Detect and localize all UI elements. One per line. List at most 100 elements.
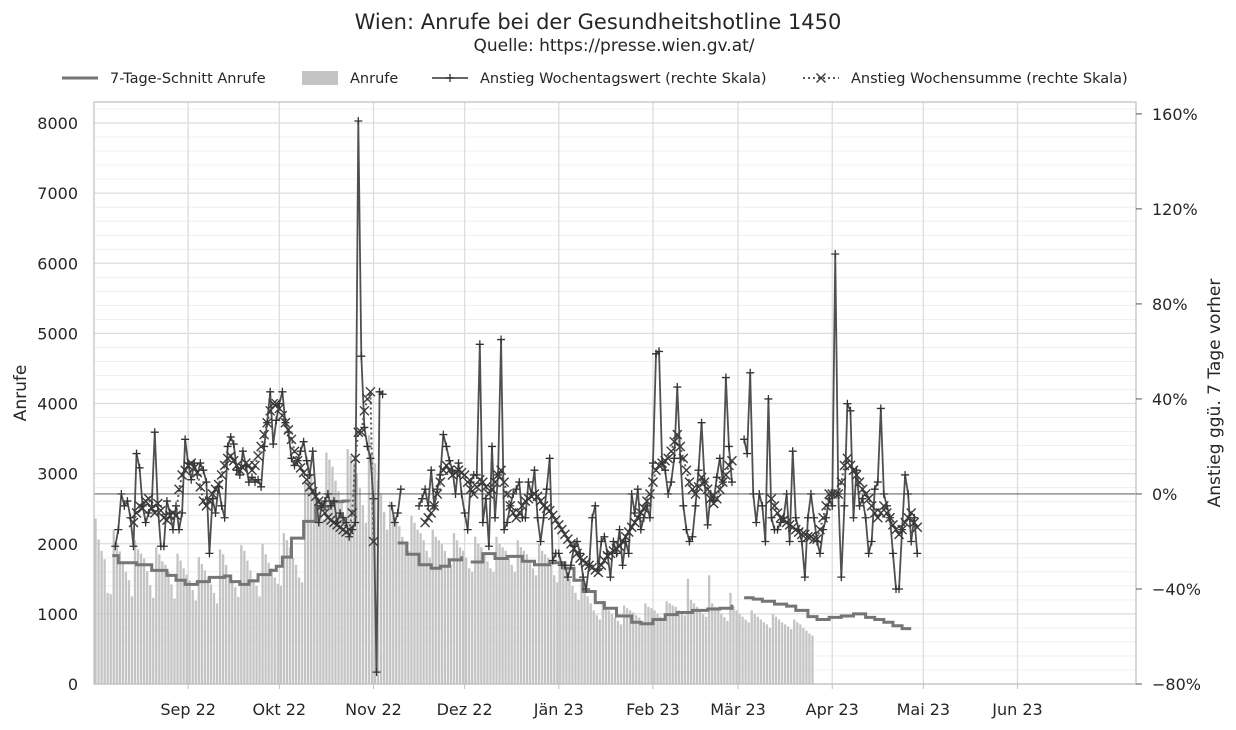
weeksum-point (216, 469, 227, 480)
bar (367, 435, 371, 684)
bar (106, 592, 109, 684)
weeksum-point (477, 477, 488, 488)
avg-series (112, 499, 912, 631)
weekday-point (366, 454, 375, 463)
weeksum-point (717, 477, 728, 488)
weeksum-point (316, 500, 327, 511)
weeksum-point (256, 441, 267, 452)
weekday-point (539, 513, 548, 522)
weeksum-point (726, 455, 737, 466)
weeksum-point (231, 460, 242, 471)
weekday-point (354, 117, 363, 126)
weeksum-point (769, 500, 780, 511)
y-tick-label-right: 0% (1152, 485, 1177, 504)
weekday-point (691, 501, 700, 510)
bar (158, 554, 161, 684)
y-axis-left: 0 1000 2000 3000 4000 5000 6000 7000 8000 (37, 114, 78, 694)
weekday-point (636, 525, 645, 534)
weekday-point (433, 485, 442, 494)
weekday-point (187, 475, 196, 484)
weekday-point (484, 542, 493, 551)
weekday-point (809, 513, 818, 522)
bar (449, 564, 453, 684)
bar (379, 494, 383, 684)
weeksum-point (514, 507, 525, 518)
weeksum-point (912, 522, 923, 533)
x-tick-label: Mär 23 (710, 700, 766, 719)
bar (322, 519, 325, 684)
bar (559, 557, 562, 684)
weeksum-point (723, 460, 734, 471)
weeksum-point (280, 417, 291, 428)
bar (750, 610, 753, 684)
weekday-point (579, 573, 588, 582)
bar (717, 610, 720, 684)
bar (477, 543, 480, 684)
bar (507, 557, 510, 684)
bar (176, 553, 179, 684)
weekday-point (667, 478, 676, 487)
bar (461, 550, 465, 684)
weeksum-point (702, 484, 713, 495)
weeksum-point (517, 500, 528, 511)
bar (270, 568, 273, 684)
weekday-point (524, 478, 533, 487)
weekday-point (308, 447, 317, 456)
weeksum-point (319, 507, 330, 518)
weeksum-point (493, 469, 504, 480)
bar (474, 536, 477, 684)
bar (701, 613, 705, 684)
bar (659, 616, 662, 684)
bar (343, 515, 346, 684)
bar (149, 585, 152, 684)
bar (234, 587, 237, 684)
bar (580, 582, 583, 684)
bar (218, 549, 222, 684)
weeksum-point (462, 477, 473, 488)
y-axis-label-right: Anstieg ggü. 7 Tage vorher (1205, 279, 1225, 508)
weeksum-point (444, 465, 455, 476)
weeksum-point (289, 446, 300, 457)
weeksum-point (894, 529, 905, 540)
bar (471, 571, 474, 684)
weeksum-point (596, 560, 607, 571)
bar (738, 613, 741, 684)
bar (300, 582, 304, 684)
bar (741, 616, 744, 684)
bar (325, 452, 328, 684)
bar (495, 536, 498, 684)
weekday-point (211, 508, 220, 517)
weekday-point (202, 478, 211, 487)
weeksum-point (863, 493, 874, 504)
weekday-point (351, 518, 360, 527)
bar (118, 551, 121, 684)
weekday-point (229, 440, 238, 449)
weekday-point (767, 513, 776, 522)
weekday-point (816, 549, 825, 558)
weeksum-point (128, 517, 139, 528)
bar (188, 580, 191, 684)
bar (641, 620, 644, 684)
weeksum-point (298, 467, 309, 478)
weekday-point (175, 525, 184, 534)
avg-line (744, 596, 912, 631)
bar (164, 564, 167, 684)
weeksum-point (253, 450, 264, 461)
weekday-point (685, 537, 694, 546)
weeksum-point (496, 465, 507, 476)
weekday-point (901, 470, 910, 479)
weekday-point (688, 532, 697, 541)
weeksum-point (274, 403, 285, 414)
weekday-point (478, 518, 487, 527)
bar (780, 622, 784, 684)
bar (355, 473, 358, 684)
weekday-point (791, 513, 800, 522)
weeksum-point (556, 524, 567, 535)
bar (583, 589, 586, 684)
weekday-point (150, 428, 159, 437)
weekday-point (418, 494, 427, 503)
y-tick-label-left: 4000 (37, 395, 78, 414)
bar (711, 603, 714, 684)
weeksum-point (818, 512, 829, 523)
bar (768, 627, 772, 684)
